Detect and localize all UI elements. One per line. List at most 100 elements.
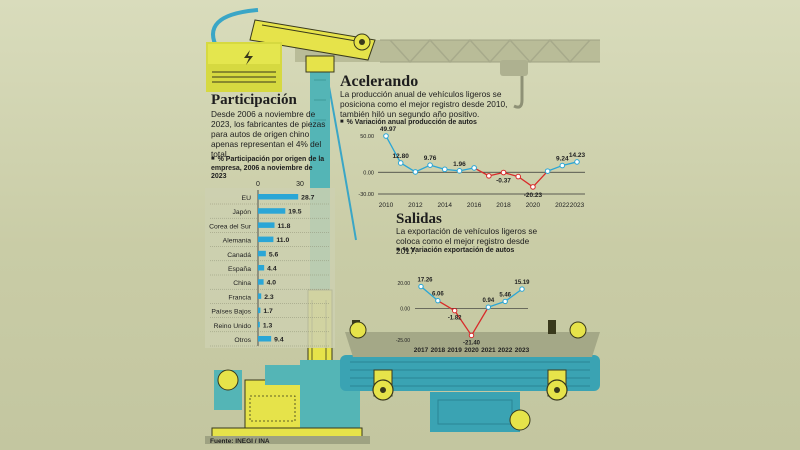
bar-mark bbox=[258, 222, 275, 228]
bar-mark bbox=[258, 293, 262, 299]
prod-point bbox=[456, 168, 463, 174]
exp-x-tick-label: 2023 bbox=[515, 347, 530, 354]
exp-x-tick-label: 2019 bbox=[447, 347, 462, 354]
exp-line-segment bbox=[504, 288, 523, 302]
exp-point bbox=[519, 286, 525, 292]
prod-y-tick-label: 50.00 bbox=[360, 134, 374, 140]
prod-line-segment bbox=[385, 135, 402, 164]
bar-category-label: España bbox=[228, 266, 251, 273]
bar-category-label: China bbox=[233, 280, 251, 287]
bar-mark bbox=[258, 265, 265, 271]
bar-x-tick-label: 30 bbox=[296, 181, 304, 188]
exp-point bbox=[468, 332, 475, 339]
prod-x-tick-label: 2022 bbox=[555, 202, 570, 209]
bar-category-label: EU bbox=[242, 195, 252, 202]
participacion-chart-label: % Participación por origen de la empresa… bbox=[211, 155, 326, 182]
prod-point bbox=[397, 160, 404, 166]
exp-point bbox=[451, 307, 458, 314]
prod-point bbox=[530, 184, 536, 190]
bar-value-label: 2.3 bbox=[264, 294, 274, 301]
source-note: Fuente: INEGI / INA bbox=[210, 438, 270, 445]
prod-x-tick-label: 2014 bbox=[438, 202, 453, 209]
bar-chart-panel bbox=[205, 188, 335, 348]
exp-x-tick-label: 2018 bbox=[431, 347, 446, 354]
bar-mark bbox=[258, 279, 264, 285]
exp-data-label: 6.06 bbox=[432, 292, 444, 298]
exp-y-tick-label: 0.00 bbox=[400, 306, 410, 312]
salidas-title: Salidas bbox=[396, 211, 442, 227]
exp-y-tick-label: 20.00 bbox=[397, 281, 410, 287]
prod-x-tick-label: 2023 bbox=[570, 202, 585, 209]
prod-point bbox=[559, 162, 566, 169]
bar-value-label: 1.3 bbox=[263, 322, 273, 329]
bar-value-label: 19.5 bbox=[288, 209, 301, 216]
prod-x-tick-label: 2010 bbox=[379, 202, 394, 209]
prod-data-label: -0.37 bbox=[496, 178, 511, 185]
exp-point bbox=[435, 297, 441, 304]
bar-mark bbox=[258, 250, 266, 257]
bar-mark bbox=[258, 208, 286, 214]
prod-y-tick-label: 0.00 bbox=[363, 170, 374, 176]
exp-line-segment bbox=[420, 286, 439, 302]
prod-line-segment bbox=[400, 162, 416, 173]
exp-line-segment bbox=[470, 306, 489, 336]
bar-value-label: 1.7 bbox=[263, 308, 273, 315]
prod-data-label: 49.97 bbox=[380, 126, 397, 133]
exp-line-segment bbox=[454, 310, 473, 336]
bar-category-label: Corea del Sur bbox=[209, 223, 252, 230]
bar-value-label: 11.8 bbox=[278, 223, 291, 230]
prod-point bbox=[441, 166, 448, 173]
prod-point bbox=[486, 173, 492, 179]
prod-data-label: 12.80 bbox=[393, 153, 410, 160]
exp-line-segment bbox=[437, 300, 455, 312]
exp-data-label: 5.46 bbox=[499, 292, 511, 298]
prod-point bbox=[471, 165, 477, 171]
exp-data-label: 17.26 bbox=[417, 278, 433, 284]
participacion-text: Desde 2006 a noviembre de 2023, los fabr… bbox=[211, 109, 326, 159]
bar-category-label: Alemania bbox=[223, 238, 252, 245]
prod-data-label: -20.23 bbox=[524, 192, 543, 199]
prod-line-segment bbox=[517, 176, 534, 188]
bar-category-label: Canadá bbox=[227, 252, 251, 259]
prod-x-tick-label: 2020 bbox=[526, 202, 541, 209]
bar-value-label: 9.4 bbox=[274, 337, 284, 344]
acelerando-text: La producción anual de vehículos ligeros… bbox=[340, 89, 508, 119]
prod-point bbox=[500, 169, 507, 176]
exp-data-label: -21.40 bbox=[463, 340, 481, 346]
bar-category-label: Japón bbox=[232, 209, 251, 216]
prod-line-segment bbox=[532, 170, 549, 188]
exp-data-label: -1.82 bbox=[448, 316, 462, 322]
prod-point bbox=[515, 173, 522, 180]
prod-x-tick-label: 2018 bbox=[496, 202, 511, 209]
bar-category-label: Otros bbox=[234, 337, 251, 344]
exp-point bbox=[502, 298, 508, 305]
participacion-title: Participación bbox=[211, 92, 297, 108]
exp-x-tick-label: 2022 bbox=[498, 347, 513, 354]
bar-category-label: Países Bajos bbox=[211, 309, 251, 316]
prod-x-tick-label: 2016 bbox=[467, 202, 482, 209]
prod-point bbox=[427, 162, 433, 168]
bar-category-label: Reino Unido bbox=[214, 323, 252, 330]
exp-x-tick-label: 2021 bbox=[481, 347, 496, 354]
prod-data-label: 14.23 bbox=[569, 152, 586, 159]
bar-value-label: 5.6 bbox=[269, 251, 279, 258]
prod-data-label: 9.24 bbox=[556, 156, 569, 163]
bar-mark bbox=[258, 194, 299, 200]
prod-point bbox=[412, 169, 419, 175]
bar-category-label: Francia bbox=[228, 294, 251, 301]
prod-point bbox=[383, 133, 389, 139]
exp-data-label: 0.94 bbox=[482, 298, 494, 304]
bar-mark bbox=[258, 321, 260, 328]
bar-value-label: 4.4 bbox=[267, 266, 277, 273]
bar-x-tick-label: 0 bbox=[256, 181, 260, 188]
exp-x-tick-label: 2017 bbox=[414, 347, 429, 354]
exp-y-tick-label: -25.00 bbox=[396, 338, 410, 344]
salidas-chart-label: % Variación exportación de autos bbox=[396, 246, 515, 256]
prod-data-label: 1.96 bbox=[453, 161, 466, 168]
bar-mark bbox=[258, 236, 274, 243]
prod-point bbox=[544, 168, 551, 174]
